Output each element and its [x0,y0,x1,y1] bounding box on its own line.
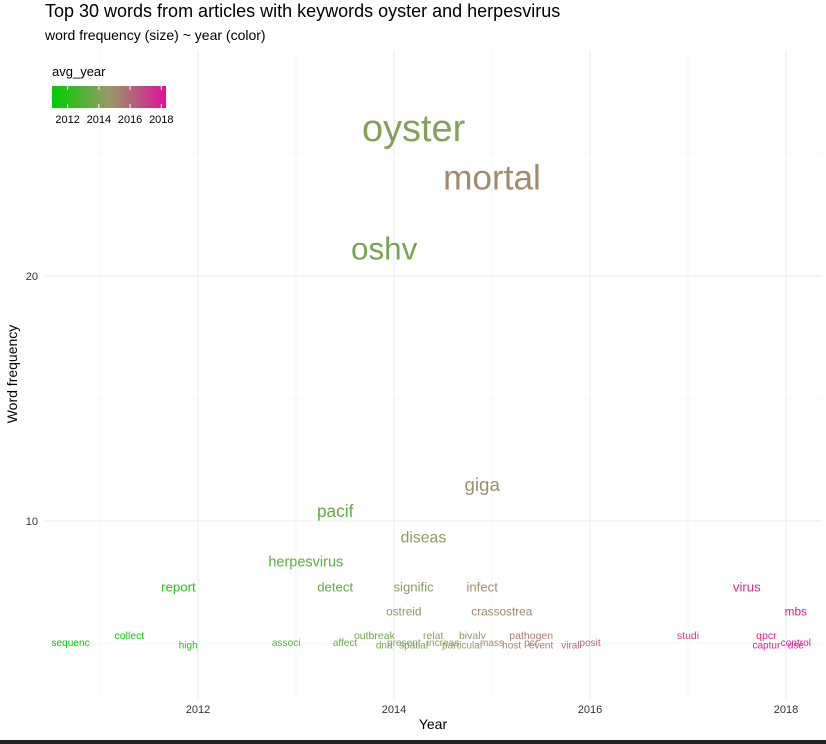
word-label-associ: associ [272,638,301,649]
legend-ticks: 2012 2014 2016 2018 [55,86,174,126]
word-label-giga: giga [465,474,501,495]
word-label-crassostrea: crassostrea [471,605,532,619]
word-label-collect: collect [115,630,145,642]
word-label-qpcr: qpcr [756,630,777,642]
legend-tick-label: 2014 [87,114,111,126]
legend-tick-label: 2018 [149,114,173,126]
word-label-viral: viral [561,640,579,651]
word-label-use: use [788,640,805,651]
x-tick-label: 2012 [186,704,210,716]
word-label-sequenc: sequenc [52,638,90,649]
word-label-infect: infect [466,580,498,595]
word-label-oshv: oshv [351,232,418,267]
word-label-herpesvirus: herpesvirus [268,555,343,571]
x-axis-title: Year [419,716,448,732]
word-label-posit: posit [579,638,601,649]
word-label-oyster: oyster [362,108,465,150]
word-label-captur: captur [753,640,781,651]
word-label-ostreid: ostreid [386,605,421,619]
word-label-mbs: mbs [785,605,807,619]
word-label-studi: studi [677,630,699,642]
legend-tick-label: 2012 [55,114,79,126]
window-bottom-edge [0,740,826,744]
chart-subtitle: word frequency (size) ~ year (color) [44,27,266,43]
word-label-relat: relat [423,630,444,642]
word-labels: oyster mortal oshv giga pacif diseas herpesvir… [52,108,811,651]
y-tick-label: 20 [26,271,38,283]
word-label-mortal: mortal [443,159,541,198]
y-axis-title: Word frequency [4,325,20,424]
word-label-virus: virus [733,580,761,595]
chart-title: Top 30 words from articles with keywords… [45,1,560,21]
word-label-present: present [387,638,421,649]
axes: 2012 2014 2016 2018 10 20 [26,271,798,716]
word-label-high: high [179,640,198,651]
x-tick-label: 2014 [382,704,406,716]
grid [45,50,822,700]
word-label-increas: increas [427,638,460,649]
word-label-host: host [502,640,521,651]
word-label-mass: mass [480,638,504,649]
y-tick-label: 10 [26,516,38,528]
word-label-outbreak: outbreak [354,630,396,642]
word-label-event: event [529,640,554,651]
word-label-detect: detect [317,580,353,595]
x-tick-label: 2018 [774,704,798,716]
legend-color-bar [52,86,166,108]
word-label-report: report [161,580,196,595]
word-label-control: control [781,638,811,649]
word-label-bivalv: bivalv [459,630,487,642]
word-label-pathogen: pathogen [509,630,553,642]
x-tick-label: 2016 [578,704,602,716]
word-label-spatial: spatial [399,640,428,651]
word-label-pcr: pcr [524,638,539,649]
word-label-pacif: pacif [317,501,354,521]
color-legend: avg_year 2012 2014 2016 2018 [52,64,174,126]
word-label-diseas: diseas [401,530,447,547]
word-label-particular: particular [442,640,484,651]
word-label-dna: dna [376,640,393,651]
word-label-affect: affect [333,638,358,649]
word-label-signific: signific [393,580,434,595]
legend-title: avg_year [52,64,106,79]
legend-tick-label: 2016 [118,114,142,126]
